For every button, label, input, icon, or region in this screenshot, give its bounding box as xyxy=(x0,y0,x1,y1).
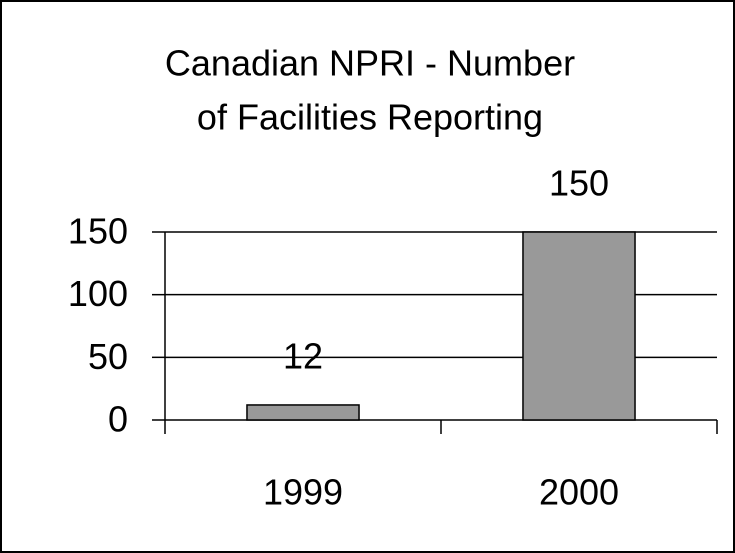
bar xyxy=(246,404,360,421)
y-tick-label: 0 xyxy=(108,399,128,440)
y-tick-label: 100 xyxy=(68,273,128,314)
data-label: 12 xyxy=(283,335,323,376)
x-tick-label: 2000 xyxy=(539,472,619,513)
y-tick-label: 150 xyxy=(68,211,128,252)
y-tick-label: 50 xyxy=(88,336,128,377)
bar xyxy=(522,231,636,421)
x-tick-label: 1999 xyxy=(263,472,343,513)
chart-title: of Facilities Reporting xyxy=(197,97,543,138)
chart-title: Canadian NPRI - Number xyxy=(165,43,575,84)
data-label: 150 xyxy=(549,163,609,204)
